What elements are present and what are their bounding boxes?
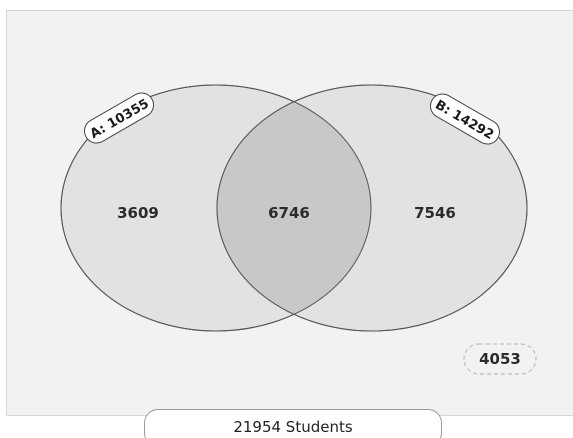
outside-count: 4053 [479,350,521,368]
only-b-count: 7546 [414,204,456,222]
intersection-count: 6746 [268,204,310,222]
outside-count-badge: 4053 [463,343,537,375]
set-b-outline [216,84,528,332]
total-students-label: 21954 Students [144,409,442,438]
outside-count-pill [463,343,537,375]
set-a-label-pill [83,92,155,144]
only-a-count: 3609 [117,204,159,222]
intersection-region [217,85,371,331]
set-a-outline [60,84,372,332]
